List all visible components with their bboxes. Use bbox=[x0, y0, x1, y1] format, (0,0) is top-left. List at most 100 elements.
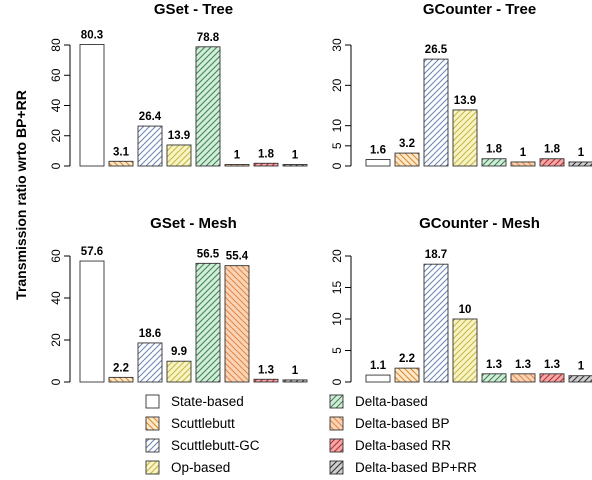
legend-item-scuttlebutt: Scuttlebutt bbox=[145, 416, 235, 431]
value-label: 1 bbox=[234, 149, 241, 161]
legend-label: State-based bbox=[171, 394, 244, 409]
value-label: 26.4 bbox=[139, 111, 162, 123]
y-tick-label: 30 bbox=[330, 38, 344, 52]
legend-label: Scuttlebutt bbox=[171, 416, 235, 431]
panel-gset-tree: GSet - Tree 0 20 40 60 80 80.3 3.1 26.4 13.9 78.8 1… bbox=[49, 1, 308, 169]
y-tick-label: 10 bbox=[330, 312, 344, 326]
legend-item-state-based: State-based bbox=[145, 394, 244, 409]
legend-label: Delta-based RR bbox=[355, 438, 451, 453]
value-label: 3.1 bbox=[113, 146, 130, 158]
value-label: 1 bbox=[292, 149, 299, 161]
bar-scuttlebutt bbox=[394, 152, 420, 167]
y-axis-label: Transmission ratio wrto BP+RR bbox=[13, 90, 29, 300]
y-tick-label: 60 bbox=[49, 249, 63, 263]
value-label: 1.3 bbox=[258, 364, 274, 376]
legend-label: Delta-based bbox=[355, 394, 428, 409]
bar-scuttlebutt-gc bbox=[423, 58, 449, 167]
legend: State-based Scuttlebutt Scuttlebutt-GC Op-b… bbox=[145, 394, 477, 475]
y-tick-label: 40 bbox=[49, 291, 63, 305]
bar-delta-based-bp bbox=[224, 164, 250, 167]
value-label: 1.3 bbox=[486, 359, 502, 371]
value-label: 1.1 bbox=[370, 360, 387, 372]
value-label: 18.6 bbox=[139, 328, 161, 340]
y-axis: 0 5 10 20 30 bbox=[330, 38, 352, 169]
bar-delta-based bbox=[481, 158, 507, 167]
bar-scuttlebutt-gc bbox=[423, 263, 449, 383]
legend-label: Scuttlebutt-GC bbox=[171, 438, 260, 453]
legend-label: Delta-based BP bbox=[355, 416, 450, 431]
bar-delta-based-bp-rr bbox=[568, 375, 592, 383]
bar-delta-based-bp bbox=[510, 373, 536, 383]
y-tick-label: 15 bbox=[330, 281, 344, 295]
bar-delta-based-rr bbox=[253, 162, 279, 167]
bar-delta-based-bp-rr bbox=[282, 379, 308, 383]
value-label: 10 bbox=[459, 304, 472, 316]
value-label: 2.2 bbox=[399, 353, 415, 365]
bar-scuttlebutt bbox=[108, 376, 134, 383]
bar-op-based bbox=[452, 318, 478, 383]
value-label: 13.9 bbox=[454, 95, 476, 107]
bar-delta-based-bp-rr bbox=[568, 161, 592, 167]
legend-swatch bbox=[329, 460, 344, 475]
bar-delta-based-rr bbox=[539, 158, 565, 167]
panels: GSet - Tree 0 20 40 60 80 80.3 3.1 26.4 13.9 78.8 1… bbox=[49, 1, 592, 385]
bar-delta-based bbox=[481, 373, 507, 383]
value-label: 2.2 bbox=[113, 362, 129, 374]
legend-item-op-based: Op-based bbox=[145, 460, 230, 475]
legend-item-delta-based-bp-rr: Delta-based BP+RR bbox=[329, 460, 477, 475]
legend-swatch bbox=[329, 394, 344, 409]
legend-swatch bbox=[145, 460, 160, 475]
value-label: 55.4 bbox=[226, 251, 249, 263]
value-label: 1.3 bbox=[515, 359, 531, 371]
legend-item-delta-based: Delta-based bbox=[329, 394, 428, 409]
value-label: 1.6 bbox=[370, 145, 386, 157]
y-tick-label: 0 bbox=[49, 378, 63, 385]
panel-gset-mesh: GSet - Mesh 0 20 40 60 57.6 2.2 18.6 9.9 56.5 55.4… bbox=[49, 215, 308, 385]
panel-gcounter-mesh: GCounter - Mesh 0 5 10 15 20 1.1 2.2 18.7 10 1.3 1.… bbox=[330, 215, 592, 385]
y-tick-label: 20 bbox=[49, 129, 63, 143]
value-label: 57.6 bbox=[81, 246, 103, 258]
legend-label: Op-based bbox=[171, 460, 230, 475]
y-axis: 0 20 40 60 80 bbox=[49, 38, 71, 169]
value-label: 1.8 bbox=[486, 144, 503, 156]
bar-delta-based-rr bbox=[253, 378, 279, 383]
y-tick-label: 80 bbox=[49, 38, 63, 52]
value-label: 1.8 bbox=[258, 148, 275, 160]
value-label: 1 bbox=[578, 361, 585, 373]
legend-item-delta-based-bp: Delta-based BP bbox=[329, 416, 450, 431]
bar-op-based bbox=[452, 109, 478, 167]
value-label: 13.9 bbox=[168, 130, 190, 142]
bar-delta-based bbox=[195, 46, 221, 167]
value-label: 80.3 bbox=[81, 30, 103, 42]
y-tick-label: 40 bbox=[49, 99, 63, 113]
legend-swatch bbox=[329, 438, 344, 453]
y-tick-label: 10 bbox=[330, 119, 344, 133]
value-label: 3.2 bbox=[399, 138, 415, 150]
bar-op-based bbox=[166, 360, 192, 383]
chart-title: GSet - Mesh bbox=[150, 215, 237, 232]
value-label: 1.3 bbox=[544, 359, 560, 371]
bar-scuttlebutt bbox=[394, 367, 420, 383]
bar-scuttlebutt bbox=[108, 160, 134, 167]
legend-swatch bbox=[145, 438, 160, 453]
legend-item-scuttlebutt-gc: Scuttlebutt-GC bbox=[145, 438, 260, 453]
y-tick-label: 20 bbox=[49, 333, 63, 347]
bar-state-based bbox=[79, 44, 105, 167]
value-label: 1.8 bbox=[544, 144, 561, 156]
y-tick-label: 0 bbox=[330, 378, 344, 385]
bar-state-based bbox=[365, 159, 391, 167]
bar-op-based bbox=[166, 144, 192, 167]
chart-title: GCounter - Tree bbox=[423, 1, 536, 18]
y-axis: 0 5 10 15 20 bbox=[330, 249, 352, 385]
legend-swatch bbox=[145, 416, 160, 431]
legend-swatch bbox=[145, 394, 160, 409]
bar-scuttlebutt-gc bbox=[137, 125, 163, 167]
value-label: 9.9 bbox=[171, 346, 187, 358]
value-label: 1 bbox=[578, 147, 585, 159]
bar-delta-based-bp bbox=[510, 161, 536, 167]
y-tick-label: 5 bbox=[330, 347, 344, 354]
value-label: 78.8 bbox=[197, 32, 220, 44]
value-label: 56.5 bbox=[197, 248, 220, 260]
bar-scuttlebutt-gc bbox=[137, 342, 163, 383]
